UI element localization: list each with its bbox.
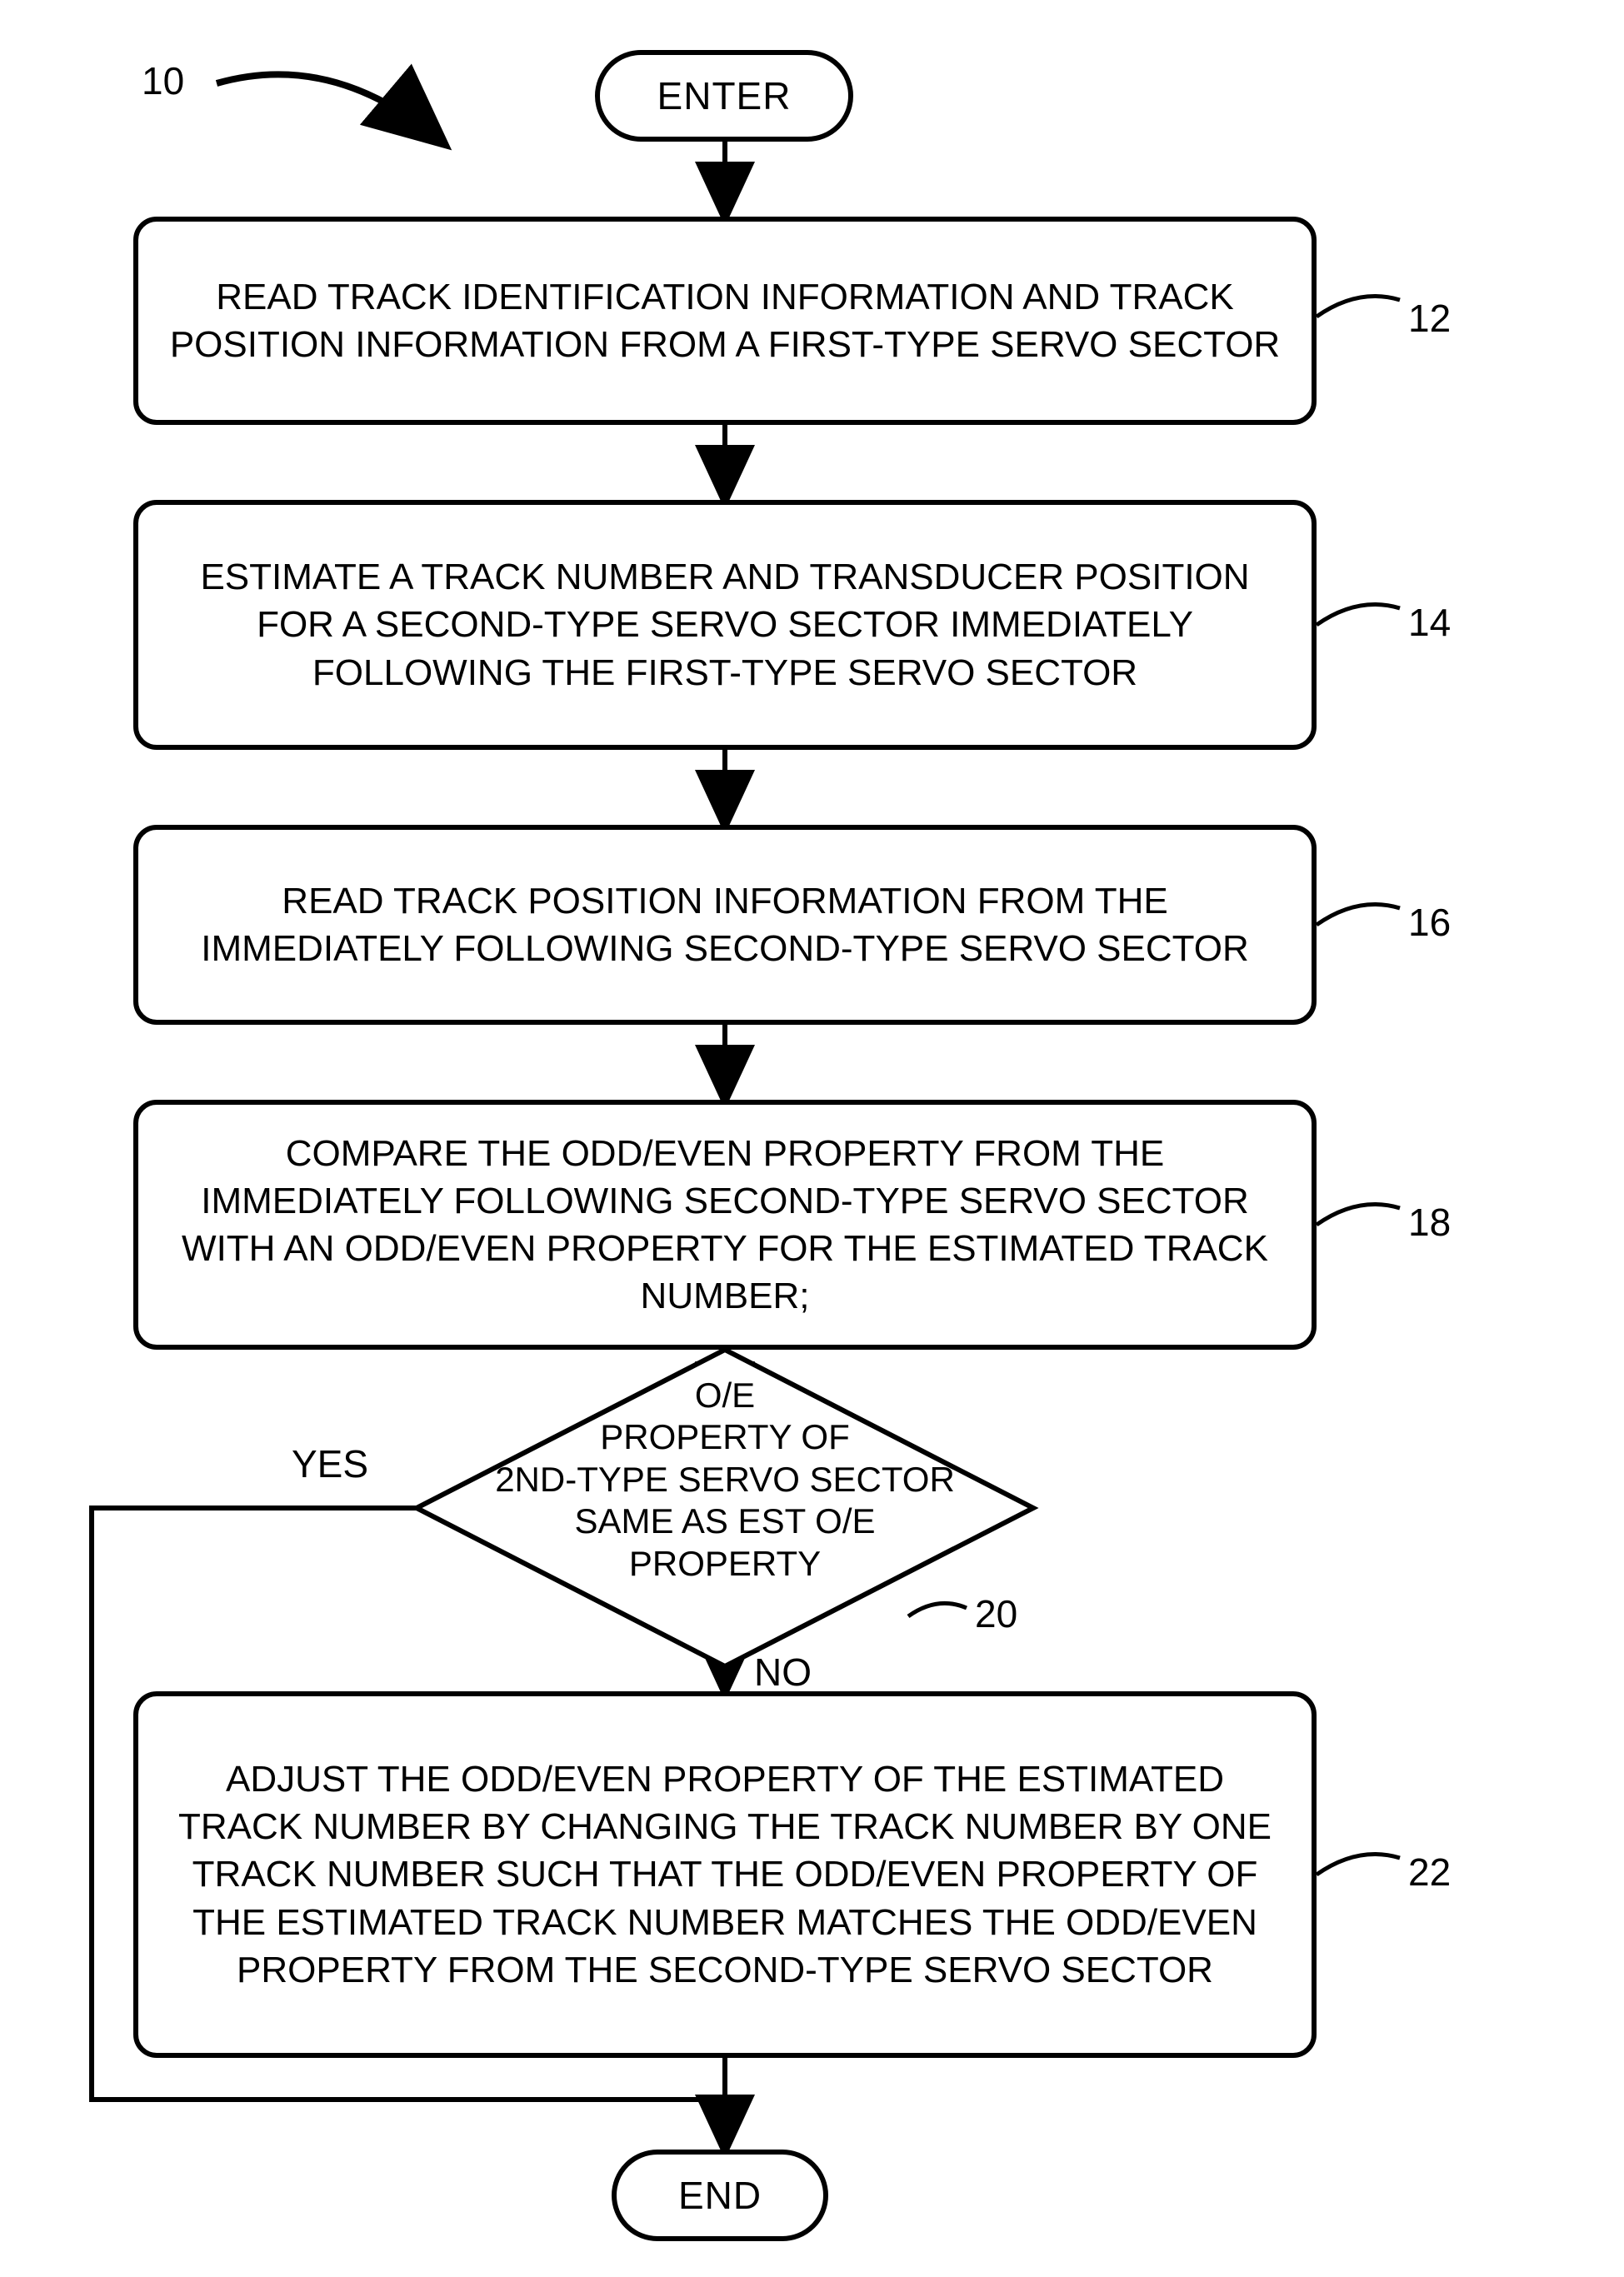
terminator-end-label: END xyxy=(678,2173,762,2218)
process-box-22: ADJUST THE ODD/EVEN PROPERTY OF THE ESTI… xyxy=(133,1691,1317,2058)
ref-label-18: 18 xyxy=(1408,1200,1451,1245)
process-box-14-text: ESTIMATE A TRACK NUMBER AND TRANSDUCER P… xyxy=(162,553,1288,697)
process-box-12: READ TRACK IDENTIFICATION INFORMATION AN… xyxy=(133,217,1317,425)
terminator-enter: ENTER xyxy=(595,50,853,142)
process-box-12-text: READ TRACK IDENTIFICATION INFORMATION AN… xyxy=(162,273,1288,368)
process-box-18-text: COMPARE THE ODD/EVEN PROPERTY FROM THE I… xyxy=(162,1130,1288,1321)
yes-label: YES xyxy=(292,1441,368,1486)
terminator-end: END xyxy=(612,2150,828,2241)
ref-label-20: 20 xyxy=(975,1591,1017,1636)
ref-label-12: 12 xyxy=(1408,296,1451,341)
process-box-14: ESTIMATE A TRACK NUMBER AND TRANSDUCER P… xyxy=(133,500,1317,750)
process-box-16-text: READ TRACK POSITION INFORMATION FROM THE… xyxy=(162,877,1288,972)
ref-label-22: 22 xyxy=(1408,1850,1451,1895)
process-box-16: READ TRACK POSITION INFORMATION FROM THE… xyxy=(133,825,1317,1025)
flowchart-canvas: ENTER END READ TRACK IDENTIFICATION INFO… xyxy=(0,0,1624,2277)
decision-box-20: O/EPROPERTY OF2ND-TYPE SERVO SECTORSAME … xyxy=(442,1375,1008,1585)
ref-label-14: 14 xyxy=(1408,600,1451,645)
ref-label-16: 16 xyxy=(1408,900,1451,945)
process-box-18: COMPARE THE ODD/EVEN PROPERTY FROM THE I… xyxy=(133,1100,1317,1350)
terminator-enter-label: ENTER xyxy=(657,73,792,118)
ref-label-10: 10 xyxy=(142,58,184,103)
no-label: NO xyxy=(754,1650,812,1695)
process-box-22-text: ADJUST THE ODD/EVEN PROPERTY OF THE ESTI… xyxy=(162,1755,1288,1994)
